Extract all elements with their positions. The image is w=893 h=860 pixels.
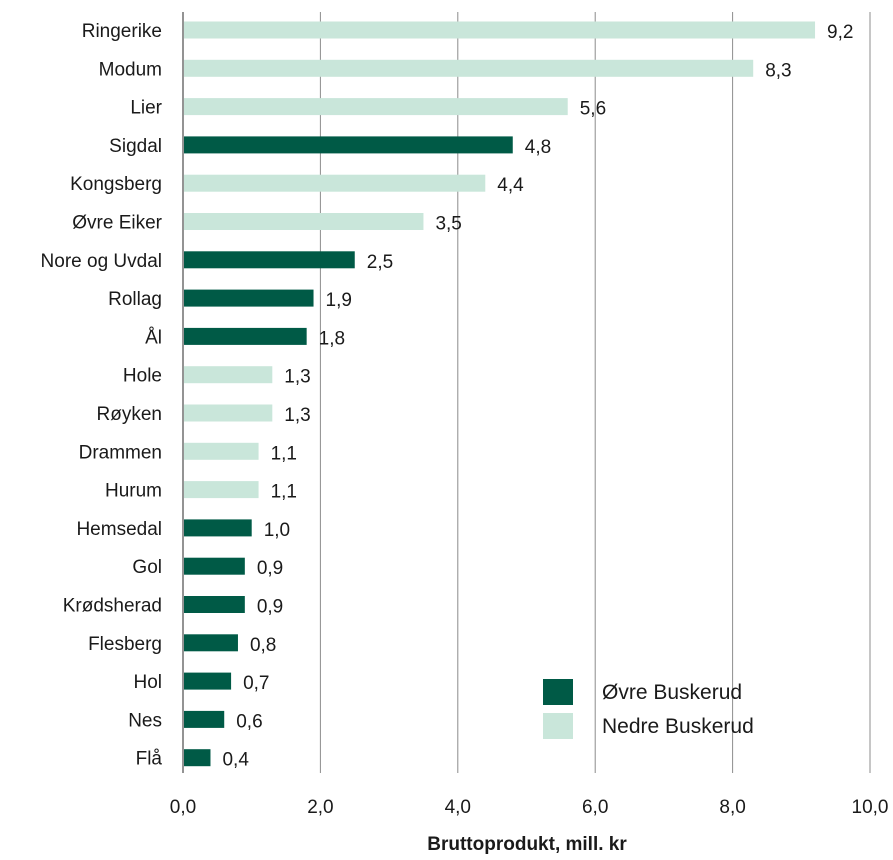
- value-label: 4,4: [497, 175, 524, 196]
- bar: [184, 749, 211, 767]
- bar: [184, 289, 314, 307]
- x-tick-label: 8,0: [719, 797, 745, 818]
- bar: [184, 519, 252, 537]
- bar: [184, 98, 568, 116]
- bar: [184, 174, 486, 192]
- category-label: Hole: [123, 366, 162, 387]
- x-tick-label: 2,0: [307, 797, 333, 818]
- category-labels: Ringerike Modum Lier Sigdal Kongsberg Øvre Ei…: [41, 21, 163, 770]
- bar: [184, 672, 232, 690]
- value-label: 1,3: [284, 367, 310, 388]
- bar: [184, 136, 513, 154]
- category-label: Hurum: [105, 481, 162, 502]
- category-label: Lier: [130, 98, 162, 119]
- category-label: Modum: [99, 59, 162, 80]
- category-label: Ål: [145, 327, 162, 348]
- legend-swatch: [543, 679, 573, 705]
- x-tick-label: 4,0: [445, 797, 471, 818]
- gridlines: [182, 12, 871, 773]
- x-tick-label: 0,0: [170, 797, 196, 818]
- bar: [184, 710, 225, 728]
- category-label: Hol: [133, 672, 162, 693]
- bar: [184, 213, 424, 230]
- legend: Øvre Buskerud Nedre Buskerud: [543, 679, 754, 739]
- value-label: 1,3: [284, 405, 310, 426]
- category-label: Rollag: [108, 289, 162, 310]
- category-label: Nore og Uvdal: [41, 251, 162, 272]
- bars: [184, 21, 816, 767]
- category-label: Drammen: [79, 442, 162, 463]
- category-label: Øvre Eiker: [72, 213, 162, 234]
- legend-label: Nedre Buskerud: [602, 715, 754, 738]
- category-label: Gol: [132, 557, 162, 578]
- x-tick-label: 10,0: [852, 797, 889, 818]
- value-label: 0,6: [236, 711, 262, 732]
- legend-swatch: [543, 713, 573, 739]
- category-label: Hemsedal: [76, 519, 162, 540]
- value-label: 1,0: [264, 520, 290, 541]
- bar: [184, 327, 307, 345]
- bar: [184, 596, 245, 613]
- bar: [184, 634, 238, 652]
- value-label: 0,9: [257, 597, 283, 618]
- value-label: 1,1: [271, 443, 297, 464]
- value-label: 1,8: [319, 328, 345, 349]
- x-tick-labels: 0,0 2,0 4,0 6,0 8,0 10,0: [170, 797, 889, 818]
- bar: [184, 21, 816, 39]
- value-labels: 9,2 8,3 5,6 4,84,4 3,5 2,5 1,9 1,8 1,3 1,3 1,1 1,1 1…: [222, 22, 853, 771]
- value-label: 1,9: [326, 290, 352, 311]
- value-label: 3,5: [435, 214, 461, 235]
- bar: [184, 404, 273, 422]
- x-tick-label: 6,0: [582, 797, 608, 818]
- category-label: Krødsherad: [63, 596, 162, 617]
- value-label: 0,9: [257, 558, 283, 579]
- category-label: Ringerike: [82, 21, 162, 42]
- value-label: 9,2: [827, 22, 853, 43]
- value-label: 0,7: [243, 673, 269, 694]
- value-label: 8,3: [765, 60, 791, 81]
- category-label: Kongsberg: [70, 174, 162, 195]
- value-label: 4,8: [525, 137, 551, 158]
- bar: [184, 59, 754, 77]
- category-label: Røyken: [97, 404, 162, 425]
- bar: [184, 442, 259, 460]
- category-label: Sigdal: [109, 136, 162, 157]
- bar: [184, 481, 259, 499]
- value-label: 1,1: [271, 482, 297, 503]
- value-label: 0,8: [250, 635, 276, 656]
- category-label: Flesberg: [88, 634, 162, 655]
- value-label: 0,4: [222, 750, 249, 771]
- x-axis-title: Bruttoprodukt, mill. kr: [427, 834, 627, 855]
- value-label: 2,5: [367, 252, 393, 273]
- category-label: Flå: [136, 749, 163, 770]
- legend-label: Øvre Buskerud: [602, 681, 742, 704]
- value-label: 5,6: [580, 99, 606, 120]
- bar: [184, 366, 273, 384]
- bar: [184, 557, 245, 575]
- bar: [184, 251, 355, 269]
- category-label: Nes: [128, 710, 162, 731]
